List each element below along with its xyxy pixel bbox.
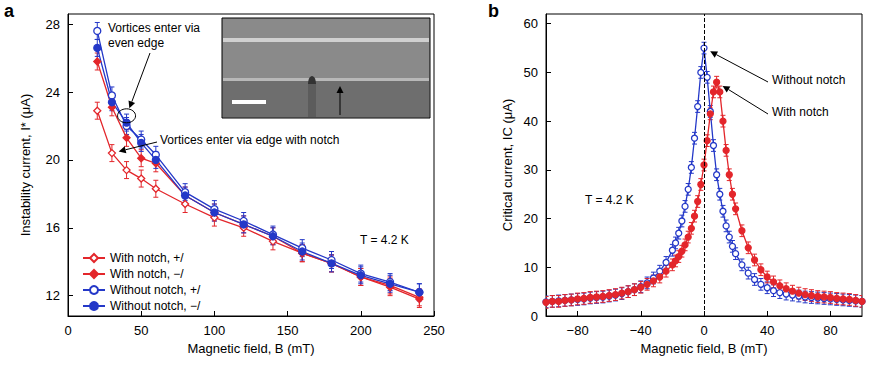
svg-text:28: 28	[46, 17, 60, 32]
svg-text:−80: −80	[567, 323, 589, 338]
svg-text:50: 50	[524, 65, 538, 80]
svg-text:T = 4.2 K: T = 4.2 K	[360, 233, 409, 247]
svg-text:a: a	[4, 1, 15, 21]
svg-text:Instability current, I* (μA): Instability current, I* (μA)	[18, 94, 33, 237]
svg-text:20: 20	[524, 211, 538, 226]
svg-text:0: 0	[64, 323, 71, 338]
svg-text:With notch: With notch	[772, 105, 829, 119]
svg-text:Magnetic field, B (mT): Magnetic field, B (mT)	[640, 341, 767, 356]
svg-text:40: 40	[760, 323, 774, 338]
svg-text:10: 10	[524, 260, 538, 275]
svg-text:Vortices enter via: Vortices enter via	[108, 21, 200, 35]
svg-text:250: 250	[423, 323, 445, 338]
svg-text:Without notch, −/: Without notch, −/	[110, 299, 201, 313]
svg-text:24: 24	[46, 85, 60, 100]
svg-text:200: 200	[350, 323, 372, 338]
svg-text:80: 80	[823, 323, 837, 338]
svg-text:60: 60	[524, 16, 538, 31]
svg-text:even edge: even edge	[108, 36, 164, 50]
svg-text:0: 0	[531, 309, 538, 324]
svg-text:12: 12	[46, 288, 60, 303]
svg-text:150: 150	[277, 323, 299, 338]
svg-text:40: 40	[524, 114, 538, 129]
svg-text:20: 20	[46, 152, 60, 167]
svg-text:Without notch: Without notch	[772, 73, 845, 87]
svg-text:b: b	[488, 1, 499, 21]
svg-text:Vortices enter via edge with n: Vortices enter via edge with notch	[160, 133, 339, 147]
svg-text:With notch, +/: With notch, +/	[110, 251, 184, 265]
svg-text:Critical current, IC (μA): Critical current, IC (μA)	[500, 99, 515, 231]
svg-text:50: 50	[134, 323, 148, 338]
svg-text:100: 100	[204, 323, 226, 338]
svg-text:0: 0	[700, 323, 707, 338]
svg-text:With notch, −/: With notch, −/	[110, 267, 184, 281]
svg-text:16: 16	[46, 220, 60, 235]
svg-text:Magnetic field, B (mT): Magnetic field, B (mT)	[187, 341, 314, 356]
svg-text:Without notch, +/: Without notch, +/	[110, 283, 201, 297]
svg-text:T = 4.2 K: T = 4.2 K	[585, 193, 634, 207]
svg-text:−40: −40	[630, 323, 652, 338]
svg-text:30: 30	[524, 162, 538, 177]
